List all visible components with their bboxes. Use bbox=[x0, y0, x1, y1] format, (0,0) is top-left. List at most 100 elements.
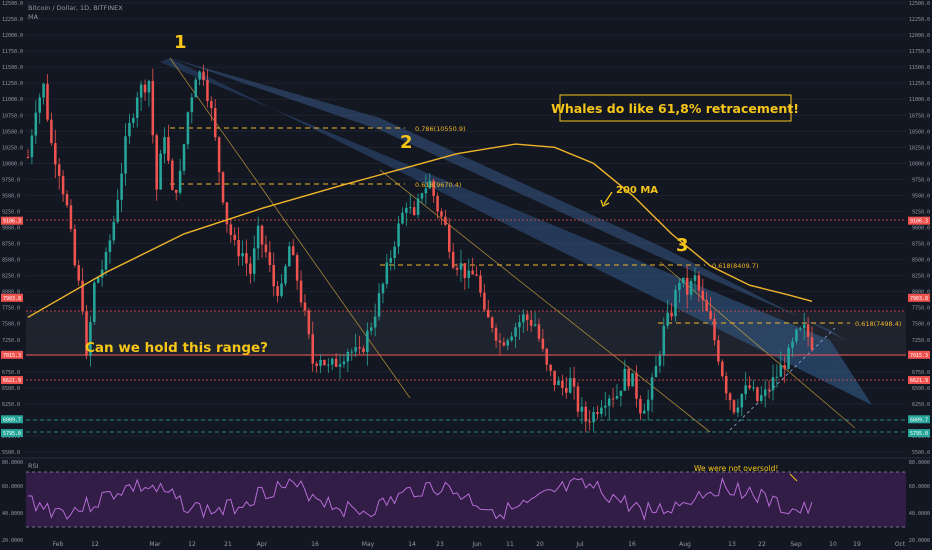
candle-body bbox=[338, 364, 342, 367]
candle-body bbox=[260, 225, 264, 245]
candle-body bbox=[732, 400, 736, 413]
price-tick-label: 9750.0 bbox=[912, 177, 930, 183]
wave-1-label: 1 bbox=[174, 32, 187, 53]
candle-body bbox=[93, 282, 96, 322]
price-tick-label: 12500.0 bbox=[2, 1, 23, 7]
candle-body bbox=[627, 368, 630, 387]
candle-body bbox=[502, 342, 506, 346]
wave-3-label: 3 bbox=[676, 235, 689, 256]
candle-body bbox=[405, 207, 408, 213]
candle-body bbox=[767, 389, 771, 391]
candle-body bbox=[100, 269, 104, 278]
candle-body bbox=[771, 377, 775, 391]
candle-body bbox=[104, 251, 108, 270]
candle-body bbox=[65, 194, 69, 206]
price-badge bbox=[908, 350, 930, 359]
price-badge-label: 6621.9 bbox=[3, 378, 21, 384]
candle-body bbox=[756, 387, 759, 401]
candle-body bbox=[685, 277, 689, 295]
candle-body bbox=[420, 193, 424, 199]
price-tick-label: 11750.0 bbox=[909, 49, 930, 55]
candle-body bbox=[717, 340, 720, 362]
candle-body bbox=[709, 310, 712, 319]
price-tick-label: 10500.0 bbox=[2, 129, 23, 135]
candle-body bbox=[701, 290, 705, 301]
price-tick-label: 6500.0 bbox=[2, 386, 20, 392]
price-tick-label: 8500.0 bbox=[2, 258, 20, 264]
candle-body bbox=[674, 289, 677, 317]
candle-body bbox=[518, 322, 521, 328]
candle-body bbox=[455, 267, 459, 270]
candle-body bbox=[124, 136, 127, 174]
rsi-tick-label: 20.0000 bbox=[2, 538, 23, 544]
candle-body bbox=[467, 270, 471, 278]
candle-body bbox=[475, 274, 478, 276]
rsi-band bbox=[26, 472, 906, 527]
candle-body bbox=[213, 108, 217, 138]
rsi-tick-label: 80.0000 bbox=[909, 460, 930, 466]
candle-body bbox=[264, 244, 268, 253]
candle-body bbox=[752, 387, 755, 389]
time-axis[interactable]: Feb 12 Mar 12 21 Apr 16 May 14 23 Jun 11 20 Jul 16 Aug 1… bbox=[53, 541, 906, 548]
candle-body bbox=[385, 262, 389, 284]
rsi-label: RSI bbox=[28, 462, 39, 470]
candle-body bbox=[490, 317, 494, 328]
price-badge bbox=[1, 376, 23, 385]
time-tick-label: 10 bbox=[829, 541, 837, 548]
candle-body bbox=[744, 385, 747, 395]
candle-body bbox=[479, 275, 482, 293]
price-tick-label: 12250.0 bbox=[2, 17, 23, 23]
price-tick-label: 9250.0 bbox=[912, 209, 930, 215]
candle-body bbox=[38, 97, 41, 113]
candle-body bbox=[568, 378, 572, 393]
price-tick-label: 9000.0 bbox=[2, 226, 20, 232]
candle-body bbox=[736, 407, 740, 413]
candle-body bbox=[416, 198, 420, 216]
price-badge bbox=[1, 293, 23, 302]
candle-body bbox=[108, 240, 112, 252]
price-tick-label: 6250.0 bbox=[912, 402, 930, 408]
candle-body bbox=[174, 189, 178, 193]
candle-body bbox=[795, 329, 798, 342]
price-tick-label: 11250.0 bbox=[909, 81, 930, 87]
candle-body bbox=[288, 246, 291, 267]
candle-body bbox=[381, 283, 385, 294]
price-axis-right[interactable]: 12500.0 12250.0 12000.0 11750.0 11500.0 11250… bbox=[908, 1, 930, 456]
candle-body bbox=[459, 263, 463, 270]
candle-body bbox=[549, 364, 552, 371]
candle-body bbox=[592, 412, 595, 423]
price-badge-label: 7015.3 bbox=[3, 353, 21, 359]
candle-body bbox=[787, 347, 790, 369]
price-tick-label: 7500.0 bbox=[912, 322, 930, 328]
candle-body bbox=[561, 380, 564, 388]
candles bbox=[26, 64, 814, 433]
price-tick-label: 10750.0 bbox=[909, 113, 930, 119]
candle-body bbox=[210, 100, 213, 109]
price-axis-left[interactable]: 12500.0 12250.0 12000.0 11750.0 11500.0 11250… bbox=[1, 1, 23, 456]
candle-body bbox=[682, 277, 685, 283]
candle-body bbox=[272, 265, 275, 287]
ma-arrowhead-icon bbox=[600, 199, 610, 207]
time-tick-label: 12 bbox=[91, 541, 99, 548]
candle-body bbox=[120, 173, 123, 200]
time-tick-label: 16 bbox=[628, 541, 636, 548]
candle-body bbox=[650, 377, 654, 400]
time-tick-label: 19 bbox=[853, 541, 861, 548]
candle-body bbox=[799, 328, 802, 330]
candle-body bbox=[705, 300, 708, 311]
price-tick-label: 11000.0 bbox=[2, 97, 23, 103]
candle-body bbox=[163, 137, 166, 154]
rsi-line bbox=[27, 477, 813, 521]
price-tick-label: 10000.0 bbox=[909, 161, 930, 167]
candle-body bbox=[112, 221, 116, 241]
candle-body bbox=[268, 252, 272, 266]
rsi-tick-label: 80.0000 bbox=[2, 460, 23, 466]
rsi-tick-label: 20.0000 bbox=[909, 538, 930, 544]
candle-body bbox=[96, 277, 100, 283]
candle-body bbox=[541, 338, 545, 349]
price-tick-label: 7250.0 bbox=[912, 338, 930, 344]
price-tick-label: 8250.0 bbox=[2, 274, 20, 280]
candle-body bbox=[241, 253, 244, 257]
candle-body bbox=[740, 394, 744, 408]
